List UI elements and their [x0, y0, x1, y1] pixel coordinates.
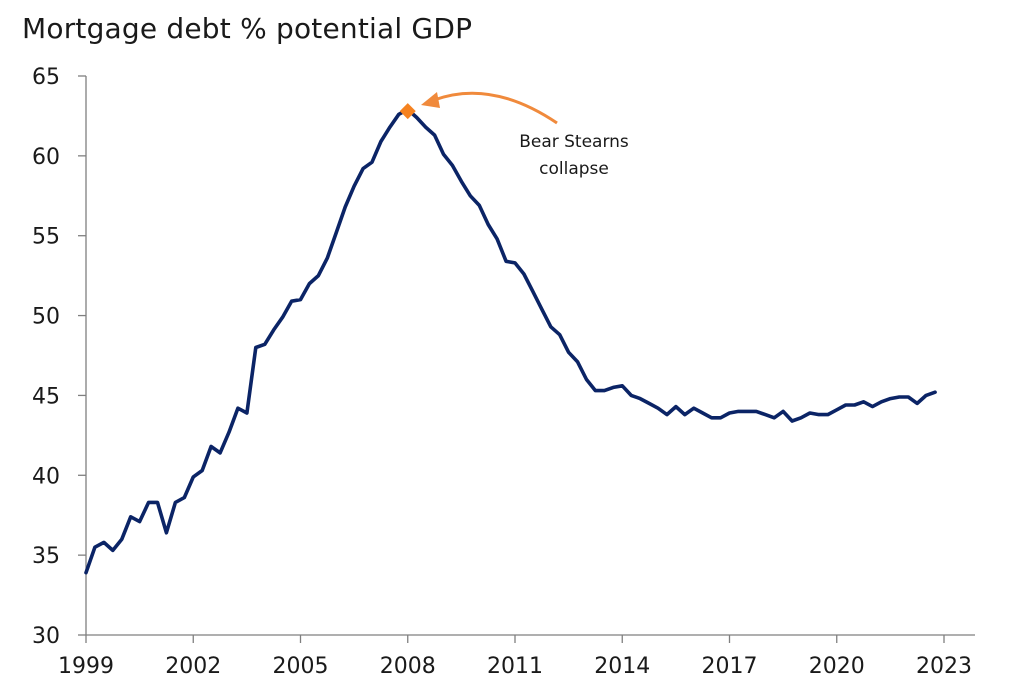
x-tick-label: 1999 [58, 654, 114, 679]
annotation-arrowhead [421, 92, 440, 108]
x-tick-label: 2002 [165, 654, 221, 679]
annotation-label-line2: collapse [539, 159, 609, 179]
x-axis-ticks: 1999 2002 2005 2008 2011 2014 2017 2020 2023 [58, 635, 972, 679]
x-tick-label: 2008 [380, 654, 436, 679]
y-axis-ticks: 30 35 40 45 50 55 60 65 [32, 65, 86, 649]
y-tick-label: 60 [32, 145, 60, 170]
y-tick-label: 45 [32, 384, 60, 409]
chart-title: Mortgage debt % potential GDP [22, 12, 473, 45]
series-layer [84, 107, 937, 575]
chart-axes [85, 76, 975, 636]
y-tick-label: 65 [32, 65, 60, 90]
peak-diamond-marker [399, 103, 416, 120]
x-tick-label: 2020 [809, 654, 865, 679]
x-tick-label: 2023 [916, 654, 972, 679]
x-tick-label: 2011 [487, 654, 543, 679]
y-tick-label: 30 [32, 624, 60, 649]
x-tick-label: 2014 [594, 654, 650, 679]
y-tick-label: 35 [32, 544, 60, 569]
annotation-layer: Bear Stearns collapse [399, 91, 629, 179]
series-line [84, 107, 937, 575]
annotation-label-line1: Bear Stearns [519, 132, 629, 152]
y-tick-label: 55 [32, 225, 60, 250]
x-tick-label: 2017 [702, 654, 758, 679]
y-tick-label: 40 [32, 464, 60, 489]
y-tick-label: 50 [32, 305, 60, 330]
annotation-arrow [433, 91, 558, 125]
x-tick-label: 2005 [273, 654, 329, 679]
